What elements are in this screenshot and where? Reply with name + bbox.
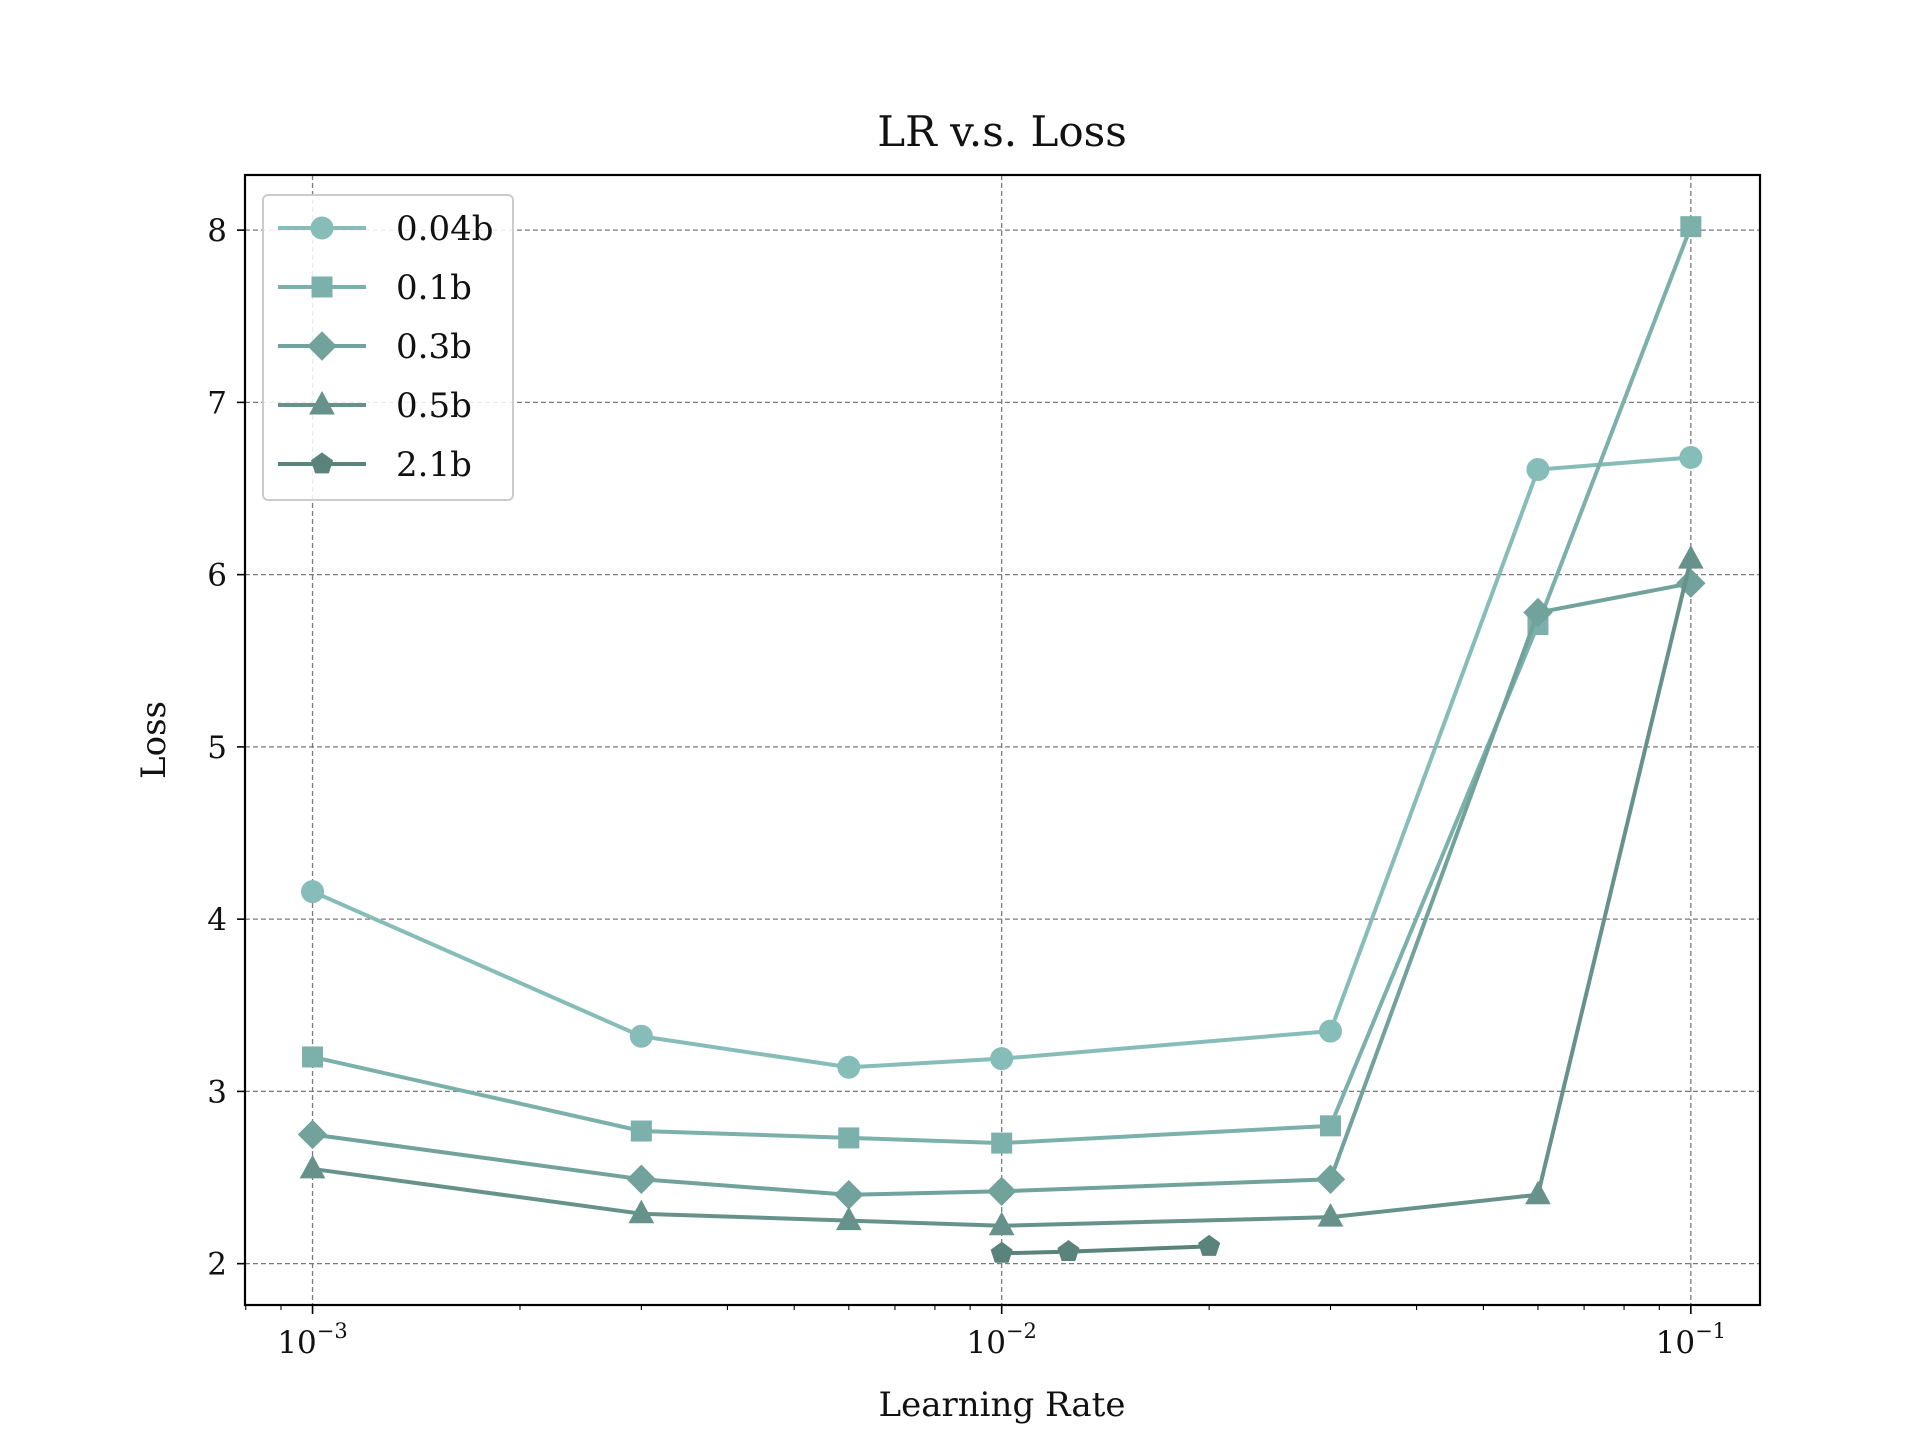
data-point xyxy=(988,1211,1015,1236)
legend-item-0.04b: 0.04b xyxy=(278,209,493,249)
data-point xyxy=(626,1164,657,1194)
series-layer xyxy=(297,216,1706,1263)
legend-label: 0.1b xyxy=(396,268,472,308)
data-point xyxy=(1679,446,1703,469)
data-point xyxy=(1318,1019,1342,1043)
data-point xyxy=(991,1132,1013,1154)
y-tick-label: 2 xyxy=(207,1247,227,1283)
data-point xyxy=(837,1055,861,1079)
legend-box xyxy=(262,194,514,501)
y-tick-label: 5 xyxy=(207,730,227,766)
legend-item-0.1b: 0.1b xyxy=(278,268,472,308)
y-axis-label: Loss xyxy=(134,701,174,779)
legend-item-0.3b: 0.3b xyxy=(278,327,472,367)
plot-frame xyxy=(243,173,1762,1307)
data-point xyxy=(1677,545,1704,569)
data-point xyxy=(297,1119,328,1150)
y-tick-label: 3 xyxy=(207,1074,227,1110)
data-point xyxy=(1319,1115,1341,1137)
x-tick-label: 10−1 xyxy=(1656,1319,1726,1361)
legend-marker xyxy=(310,216,334,240)
legend-label: 0.3b xyxy=(396,327,472,367)
y-tick-label: 6 xyxy=(207,558,227,594)
data-point xyxy=(302,1046,324,1068)
x-tick-label: 10−2 xyxy=(966,1319,1036,1361)
series-0.04b xyxy=(301,446,1703,1079)
legend-marker xyxy=(309,390,335,415)
data-point xyxy=(990,1047,1014,1071)
series-2.1b xyxy=(990,1234,1221,1263)
data-point xyxy=(630,1120,652,1142)
data-point xyxy=(1680,216,1702,238)
data-point xyxy=(838,1127,860,1149)
data-point xyxy=(628,1199,655,1224)
x-axis-label: Learning Rate xyxy=(879,1385,1126,1425)
legend-marker xyxy=(307,331,337,361)
legend: 0.04b 0.1b 0.3b 0.5b 2.1b xyxy=(262,194,514,501)
data-point xyxy=(1525,1180,1551,1205)
data-point xyxy=(299,1154,326,1179)
data-point xyxy=(1317,1203,1344,1227)
x-tick-label: 10−3 xyxy=(277,1319,347,1361)
data-point xyxy=(990,1241,1013,1263)
y-tick-label: 4 xyxy=(207,902,227,938)
chart-title: LR v.s. Loss xyxy=(877,107,1127,156)
legend-label: 0.04b xyxy=(396,209,493,249)
series-line xyxy=(1001,1244,1210,1256)
series-0.5b xyxy=(299,545,1704,1236)
legend-label: 0.5b xyxy=(396,386,472,426)
legend-label: 2.1b xyxy=(396,445,472,485)
legend-item-2.1b: 2.1b xyxy=(278,445,472,485)
data-point xyxy=(835,1206,862,1231)
data-point xyxy=(1198,1234,1221,1256)
data-point xyxy=(1523,597,1553,628)
data-point xyxy=(629,1024,653,1048)
series-0.3b xyxy=(297,568,1706,1210)
tick-layer: 2 3 4 5 6 7 8 10−3 10−2 10−1 xyxy=(207,213,1726,1361)
legend-marker xyxy=(311,276,333,298)
series-line xyxy=(312,225,1693,1146)
data-point xyxy=(986,1176,1017,1207)
data-point xyxy=(1315,1164,1346,1194)
y-tick-label: 7 xyxy=(207,385,227,421)
legend-marker xyxy=(310,452,334,474)
y-tick-label: 8 xyxy=(207,213,227,249)
data-point xyxy=(1057,1239,1080,1261)
data-point xyxy=(1526,458,1550,482)
data-point xyxy=(834,1180,864,1210)
data-point xyxy=(301,880,325,904)
legend-item-0.5b: 0.5b xyxy=(278,386,472,426)
